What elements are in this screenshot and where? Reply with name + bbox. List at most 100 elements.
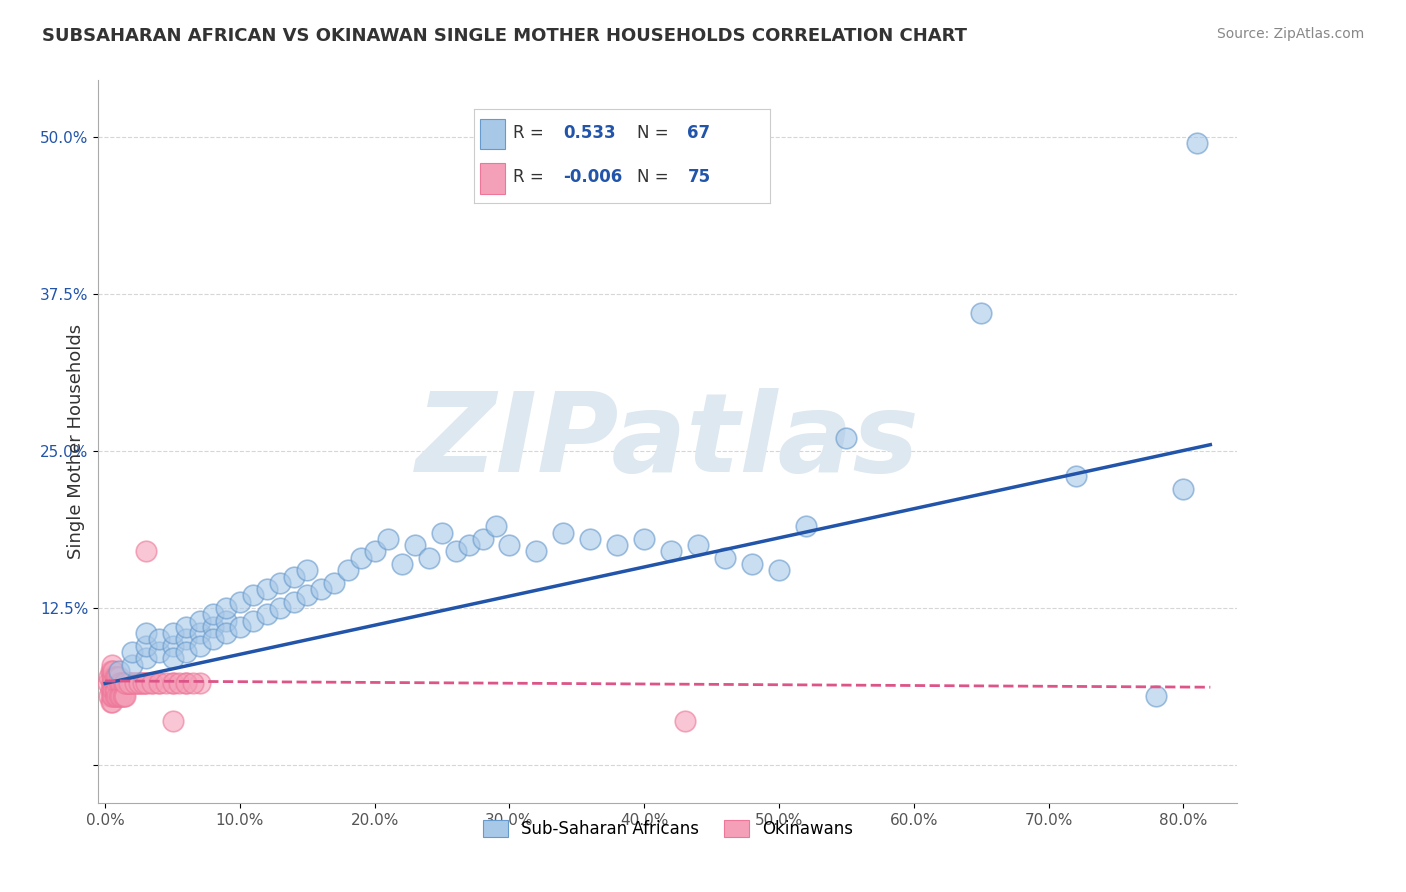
Point xyxy=(256,607,278,622)
Point xyxy=(673,714,696,728)
Point xyxy=(114,689,136,703)
Point xyxy=(104,689,127,703)
Point xyxy=(688,538,710,552)
Point xyxy=(215,601,238,615)
Point xyxy=(112,676,135,690)
Point xyxy=(201,607,224,622)
Point xyxy=(430,525,453,540)
Point xyxy=(148,676,170,690)
Text: ZIPatlas: ZIPatlas xyxy=(416,388,920,495)
Point xyxy=(229,620,252,634)
Point xyxy=(188,626,211,640)
Point xyxy=(768,563,790,577)
Point xyxy=(970,306,993,320)
Point xyxy=(336,563,359,577)
Point xyxy=(269,575,291,590)
Point xyxy=(297,563,319,577)
Point xyxy=(135,676,157,690)
Point xyxy=(101,657,124,672)
Point xyxy=(101,682,124,697)
Point xyxy=(155,676,177,690)
Point xyxy=(794,519,817,533)
Point xyxy=(100,664,122,678)
Point xyxy=(118,676,141,690)
Point xyxy=(117,676,139,690)
Point xyxy=(606,538,628,552)
Point xyxy=(104,670,127,684)
Point xyxy=(115,676,138,690)
Point xyxy=(169,676,191,690)
Point xyxy=(101,664,124,678)
Text: Source: ZipAtlas.com: Source: ZipAtlas.com xyxy=(1216,27,1364,41)
Point xyxy=(118,676,141,690)
Point xyxy=(135,626,157,640)
Point xyxy=(129,676,152,690)
Point xyxy=(97,676,120,690)
Point xyxy=(283,595,305,609)
Point xyxy=(269,601,291,615)
Point xyxy=(377,532,399,546)
Point xyxy=(107,670,129,684)
Point xyxy=(135,639,157,653)
Point xyxy=(114,676,136,690)
Point xyxy=(100,682,122,697)
Point xyxy=(104,689,127,703)
Point xyxy=(148,645,170,659)
Point xyxy=(98,689,121,703)
Point xyxy=(114,676,136,690)
Point xyxy=(104,670,127,684)
Legend: Sub-Saharan Africans, Okinawans: Sub-Saharan Africans, Okinawans xyxy=(475,814,860,845)
Point xyxy=(148,632,170,647)
Point xyxy=(135,676,157,690)
Point xyxy=(135,651,157,665)
Point xyxy=(162,676,184,690)
Point xyxy=(174,676,197,690)
Point xyxy=(103,689,125,703)
Point xyxy=(110,689,132,703)
Point xyxy=(128,676,150,690)
Point xyxy=(101,670,124,684)
Point xyxy=(201,620,224,634)
Point xyxy=(659,544,682,558)
Point xyxy=(121,645,143,659)
Point xyxy=(215,626,238,640)
Point xyxy=(174,620,197,634)
Point xyxy=(229,595,252,609)
Point xyxy=(103,670,125,684)
Point xyxy=(120,676,142,690)
Point xyxy=(104,676,127,690)
Point xyxy=(323,575,346,590)
Point xyxy=(1173,482,1195,496)
Point xyxy=(391,557,413,571)
Point xyxy=(127,676,149,690)
Point xyxy=(105,670,128,684)
Point xyxy=(141,676,163,690)
Text: SUBSAHARAN AFRICAN VS OKINAWAN SINGLE MOTHER HOUSEHOLDS CORRELATION CHART: SUBSAHARAN AFRICAN VS OKINAWAN SINGLE MO… xyxy=(42,27,967,45)
Point xyxy=(162,714,184,728)
Point xyxy=(215,614,238,628)
Point xyxy=(188,676,211,690)
Point xyxy=(485,519,508,533)
Point xyxy=(103,682,125,697)
Point xyxy=(741,557,763,571)
Point xyxy=(148,676,170,690)
Point xyxy=(309,582,332,597)
Point xyxy=(98,670,121,684)
Y-axis label: Single Mother Households: Single Mother Households xyxy=(66,324,84,559)
Point xyxy=(105,676,128,690)
Point xyxy=(283,569,305,583)
Point xyxy=(242,614,264,628)
Point xyxy=(162,626,184,640)
Point xyxy=(100,695,122,709)
Point xyxy=(444,544,467,558)
Point xyxy=(297,589,319,603)
Point xyxy=(633,532,655,546)
Point xyxy=(188,639,211,653)
Point xyxy=(418,550,440,565)
Point xyxy=(103,664,125,678)
Point xyxy=(105,689,128,703)
Point xyxy=(579,532,602,546)
Point xyxy=(132,676,155,690)
Point xyxy=(101,676,124,690)
Point xyxy=(101,695,124,709)
